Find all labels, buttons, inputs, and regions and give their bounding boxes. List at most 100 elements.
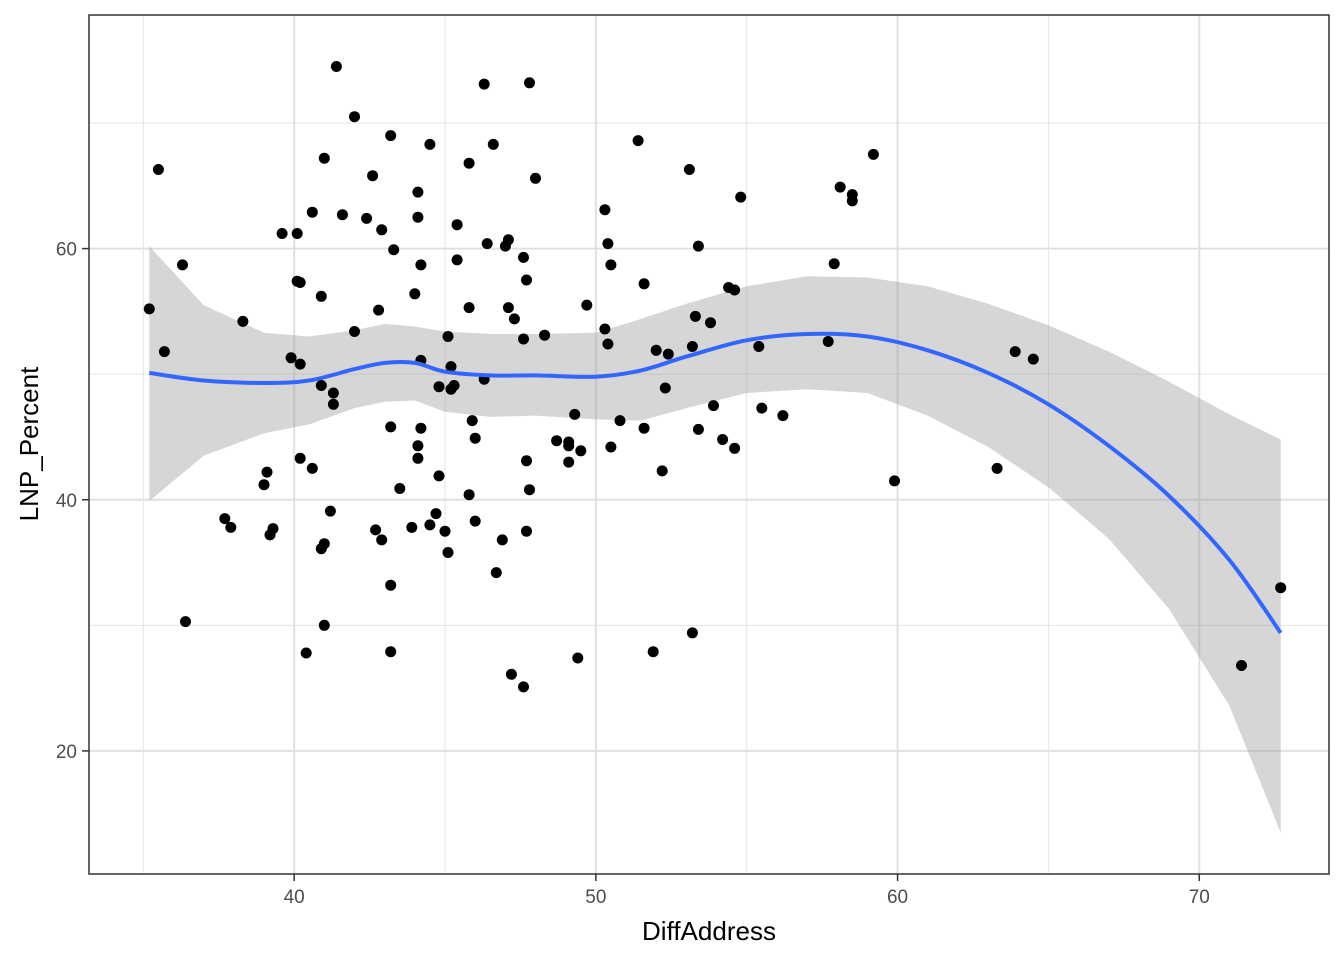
data-point — [524, 77, 535, 89]
data-point — [602, 238, 614, 250]
data-point — [502, 234, 514, 246]
data-point — [336, 209, 348, 221]
minor-gridlines — [89, 15, 1329, 874]
data-point — [315, 290, 327, 302]
data-point — [572, 652, 584, 664]
data-point — [433, 381, 445, 393]
data-point — [261, 466, 273, 478]
data-point — [662, 348, 674, 360]
data-point — [143, 303, 155, 315]
data-point — [318, 152, 330, 164]
data-point — [385, 579, 397, 591]
data-point — [463, 302, 475, 314]
data-point — [219, 513, 231, 525]
data-point — [478, 78, 490, 90]
major-gridlines — [89, 15, 1329, 874]
data-point — [521, 274, 532, 286]
data-point — [708, 400, 719, 412]
data-point — [551, 435, 563, 447]
x-axis-title: DiffAddress — [642, 916, 776, 946]
data-point — [406, 521, 418, 533]
data-point — [777, 410, 789, 422]
data-point — [180, 616, 191, 628]
data-point — [349, 326, 360, 337]
data-point — [349, 111, 360, 123]
data-point — [599, 204, 611, 216]
data-point — [330, 61, 342, 72]
x-tick-label: 60 — [887, 887, 908, 908]
data-point — [324, 505, 336, 517]
data-point — [327, 398, 339, 410]
data-point — [306, 206, 318, 218]
data-point — [605, 441, 617, 453]
y-tick-label: 20 — [56, 742, 77, 763]
data-point — [469, 432, 481, 444]
data-point — [294, 452, 306, 464]
data-point — [689, 310, 701, 322]
data-point — [152, 164, 164, 175]
data-point — [846, 195, 858, 207]
data-point — [530, 172, 541, 184]
x-tick-label: 70 — [1189, 887, 1210, 908]
data-point — [367, 170, 379, 182]
data-point — [315, 380, 327, 391]
data-point — [412, 211, 424, 223]
data-point — [463, 489, 475, 501]
data-point — [424, 138, 436, 150]
data-point — [647, 646, 659, 658]
data-point — [318, 619, 330, 631]
data-point — [575, 445, 587, 457]
data-point — [285, 352, 297, 364]
data-point — [605, 259, 617, 271]
data-point — [659, 382, 671, 394]
data-point — [524, 484, 535, 496]
data-point — [258, 479, 270, 491]
data-point — [445, 361, 457, 373]
y-axis-title: LNP_Percent — [14, 366, 44, 521]
x-tick-label: 40 — [284, 887, 305, 908]
data-point — [650, 344, 662, 356]
y-tick-label: 40 — [56, 491, 77, 512]
data-point — [692, 423, 704, 435]
data-point — [424, 519, 436, 531]
data-point — [569, 408, 581, 420]
data-point — [412, 452, 424, 464]
data-point — [264, 529, 276, 541]
data-point — [276, 228, 288, 239]
data-point — [315, 543, 327, 555]
data-point — [388, 244, 400, 256]
data-point — [451, 254, 463, 266]
data-point — [991, 462, 1003, 474]
data-point — [518, 251, 529, 263]
data-point — [638, 422, 650, 434]
y-tick-label: 60 — [56, 240, 77, 261]
data-point — [756, 402, 768, 414]
data-point — [692, 240, 704, 252]
data-point — [361, 212, 373, 224]
data-point — [177, 259, 188, 271]
data-point — [656, 465, 668, 477]
data-point — [638, 278, 650, 290]
data-point — [614, 415, 626, 427]
data-point — [563, 440, 575, 452]
data-point — [294, 277, 306, 288]
data-point — [599, 323, 611, 335]
data-point — [376, 224, 388, 236]
data-point — [433, 470, 445, 482]
data-point — [370, 524, 382, 536]
data-point — [291, 228, 303, 239]
data-point — [481, 238, 493, 250]
data-point — [487, 138, 499, 150]
data-point — [442, 331, 454, 342]
data-point — [415, 422, 427, 434]
data-point — [602, 338, 614, 350]
data-point — [518, 681, 529, 693]
panel-background — [89, 15, 1329, 874]
x-tick-label: 50 — [585, 887, 606, 908]
y-axis: 20 40 60 — [56, 240, 89, 763]
data-point — [563, 456, 575, 468]
data-point — [385, 421, 397, 433]
data-point — [717, 434, 729, 445]
data-point — [373, 304, 385, 316]
